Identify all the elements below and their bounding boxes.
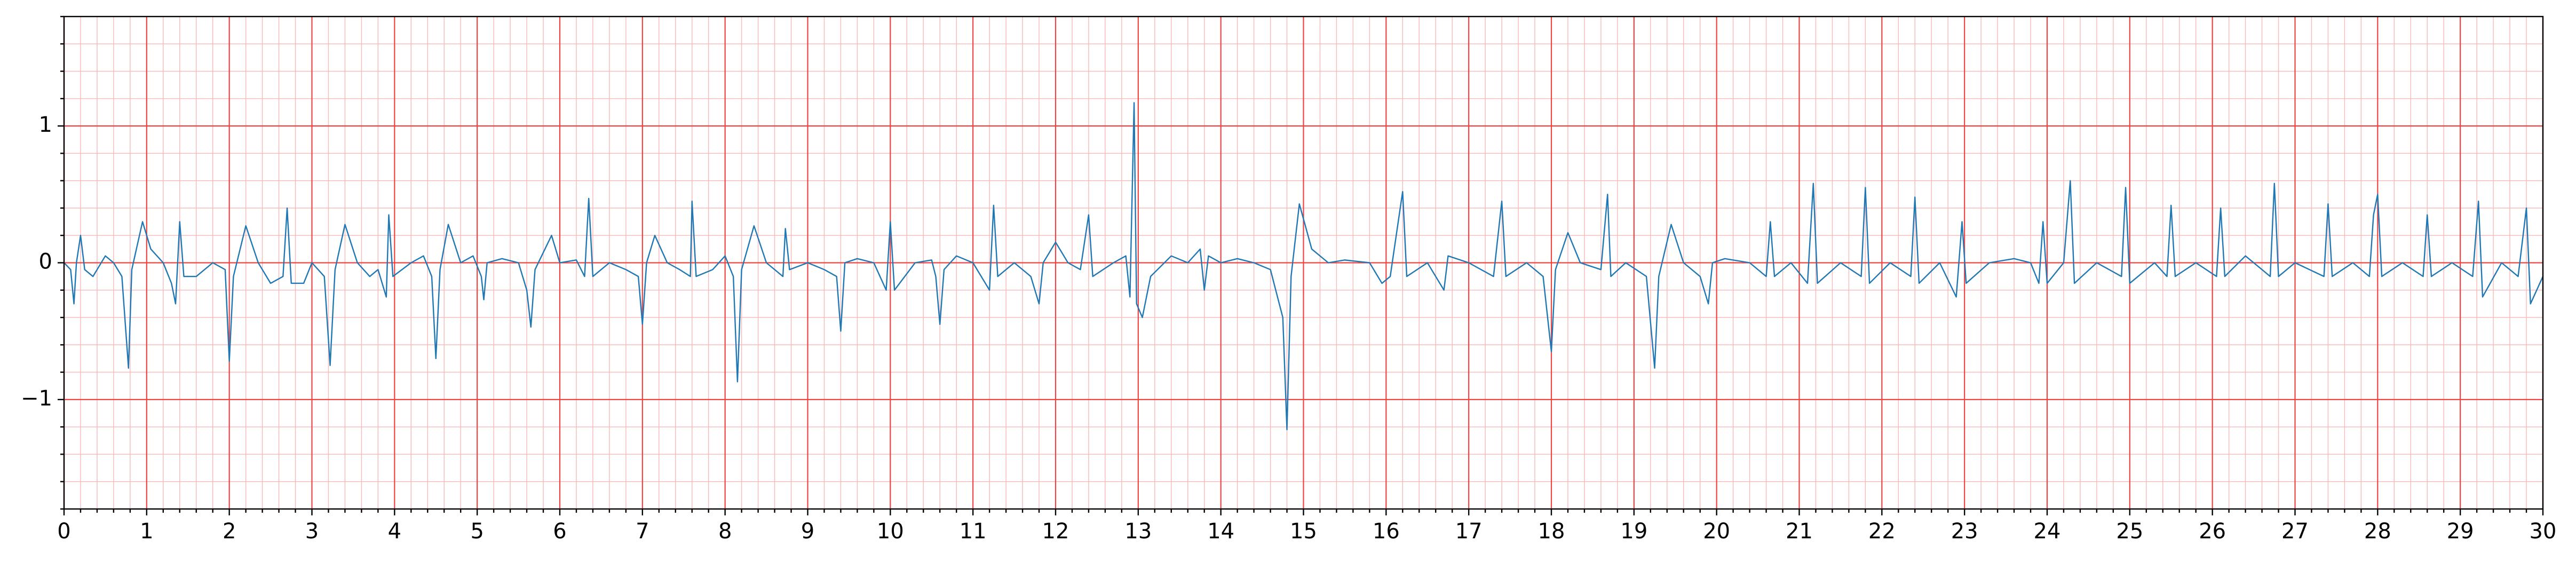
x-tick-label: 14 — [1207, 519, 1234, 544]
x-tick-label: 0 — [57, 519, 70, 544]
y-tick-label: 1 — [39, 113, 52, 137]
x-tick-label: 18 — [1538, 519, 1565, 544]
x-tick-label: 10 — [877, 519, 904, 544]
x-tick-label: 15 — [1290, 519, 1317, 544]
x-tick-label: 7 — [636, 519, 649, 544]
x-tick-label: 17 — [1455, 519, 1483, 544]
x-tick-label: 30 — [2530, 519, 2557, 544]
signal-line — [64, 102, 2544, 431]
x-tick-label: 1 — [140, 519, 153, 544]
x-tick-label: 16 — [1373, 519, 1400, 544]
x-tick-label: 12 — [1042, 519, 1069, 544]
x-tick-label: 2 — [223, 519, 236, 544]
x-tick-label: 28 — [2364, 519, 2391, 544]
x-tick-label: 4 — [388, 519, 401, 544]
x-tick-label: 5 — [470, 519, 484, 544]
x-tick-label: 19 — [1620, 519, 1647, 544]
x-tick-label: 27 — [2281, 519, 2309, 544]
x-tick-label: 22 — [1868, 519, 1896, 544]
x-tick-label: 13 — [1124, 519, 1152, 544]
x-tick-label: 20 — [1703, 519, 1730, 544]
x-tick-label: 21 — [1786, 519, 1813, 544]
x-tick-label: 8 — [718, 519, 732, 544]
x-tick-label: 25 — [2116, 519, 2143, 544]
plot-frame — [63, 15, 2544, 510]
x-tick-label: 26 — [2199, 519, 2226, 544]
x-tick-label: 3 — [305, 519, 319, 544]
x-tick-label: 6 — [553, 519, 566, 544]
x-tick-label: 23 — [1951, 519, 1978, 544]
x-tick-label: 9 — [801, 519, 814, 544]
y-tick-label: 0 — [39, 250, 52, 274]
x-tick-label: 24 — [2034, 519, 2061, 544]
y-tick-label: −1 — [21, 386, 52, 411]
x-tick-label: 29 — [2447, 519, 2474, 544]
x-tick-label: 11 — [960, 519, 987, 544]
